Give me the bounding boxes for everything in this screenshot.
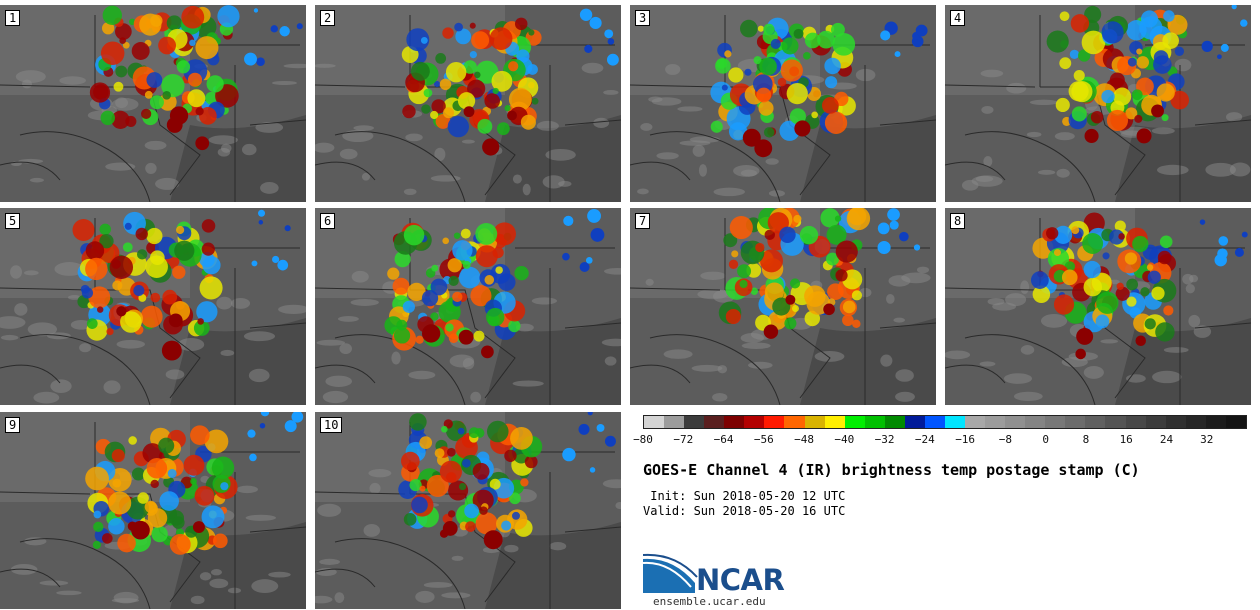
postage-stamp-panel: 8 <box>945 208 1251 405</box>
colorbar-swatch <box>944 416 965 428</box>
colorbar-swatch <box>904 416 925 428</box>
colorbar-swatch <box>1025 416 1046 428</box>
satellite-map <box>315 208 621 405</box>
colorbar-tick-label: −56 <box>753 433 774 446</box>
panel-number: 10 <box>320 417 343 433</box>
figure-title: GOES-E Channel 4 (IR) brightness temp po… <box>643 461 1140 479</box>
logo-url: ensemble.ucar.edu <box>653 595 766 608</box>
colorbar-swatch <box>844 416 865 428</box>
colorbar-tick-label: −24 <box>914 433 935 446</box>
postage-stamp-panel: 5 <box>0 208 306 405</box>
satellite-map <box>630 5 936 202</box>
satellite-map <box>315 412 621 609</box>
panel-number: 1 <box>5 10 21 26</box>
postage-stamp-panel: 2 <box>315 5 621 202</box>
colorbar-tick-label: −40 <box>834 433 855 446</box>
panel-number: 7 <box>635 213 651 229</box>
colorbar-tick-label: 32 <box>1200 433 1214 446</box>
colorbar-swatch <box>1085 416 1106 428</box>
colorbar-tick-label: −32 <box>874 433 895 446</box>
colorbar-swatch <box>724 416 745 428</box>
colorbar-swatch <box>965 416 986 428</box>
colorbar <box>643 415 1247 429</box>
colorbar-swatch <box>1005 416 1026 428</box>
ncar-logo-icon <box>643 553 698 593</box>
colorbar-swatch <box>784 416 805 428</box>
satellite-map <box>0 208 306 405</box>
colorbar-swatch <box>1165 416 1186 428</box>
valid-time: Valid: Sun 2018-05-20 16 UTC <box>643 504 846 518</box>
logo-text: NCAR <box>696 563 785 597</box>
satellite-map <box>0 5 306 202</box>
colorbar-swatch <box>924 416 945 428</box>
colorbar-swatch <box>664 416 685 428</box>
colorbar-swatch <box>1145 416 1166 428</box>
colorbar-swatch <box>1105 416 1126 428</box>
postage-stamp-panel: 3 <box>630 5 936 202</box>
colorbar-ticks: −80 −72 −64 −56 −48 −40 −32 −24 −16 −8 0 8 16 24 32 <box>633 432 1247 448</box>
colorbar-tick-label: −64 <box>713 433 734 446</box>
panel-number: 9 <box>5 417 21 433</box>
colorbar-tick-label: 16 <box>1119 433 1133 446</box>
panel-number: 8 <box>950 213 966 229</box>
postage-stamp-panel: 1 <box>0 5 306 202</box>
postage-stamp-panel: 10 <box>315 412 621 609</box>
colorbar-swatch <box>884 416 905 428</box>
colorbar-swatch <box>1065 416 1086 428</box>
postage-stamp-panel: 7 <box>630 208 936 405</box>
panel-number: 4 <box>950 10 966 26</box>
colorbar-swatch <box>804 416 825 428</box>
colorbar-tick-label: −48 <box>794 433 814 446</box>
satellite-map <box>0 412 306 609</box>
panel-number: 2 <box>320 10 336 26</box>
colorbar-swatch <box>824 416 845 428</box>
colorbar-tick-label: −72 <box>673 433 694 446</box>
satellite-map <box>630 208 936 405</box>
colorbar-swatch <box>744 416 765 428</box>
init-time: Init: Sun 2018-05-20 12 UTC <box>643 489 846 503</box>
colorbar-swatch <box>864 416 885 428</box>
colorbar-swatch <box>684 416 705 428</box>
colorbar-tick-label: −16 <box>955 433 976 446</box>
colorbar-swatch <box>1045 416 1066 428</box>
colorbar-swatch <box>1225 416 1246 428</box>
colorbar-tick-label: 0 <box>1042 433 1049 446</box>
colorbar-tick-label: 8 <box>1082 433 1090 446</box>
panel-number: 3 <box>635 10 651 26</box>
satellite-map <box>945 208 1251 405</box>
postage-stamp-panel: 9 <box>0 412 306 609</box>
colorbar-swatch <box>985 416 1006 428</box>
colorbar-tick-label: −8 <box>998 433 1013 446</box>
colorbar-tick-label: −80 <box>633 433 653 446</box>
colorbar-swatch <box>644 416 665 428</box>
colorbar-swatch <box>1125 416 1146 428</box>
postage-stamp-panel: 4 <box>945 5 1251 202</box>
colorbar-swatch <box>764 416 785 428</box>
postage-stamp-panel: 6 <box>315 208 621 405</box>
panel-number: 6 <box>320 213 336 229</box>
colorbar-tick-label: 24 <box>1159 433 1174 446</box>
colorbar-swatch <box>1205 416 1226 428</box>
panel-number: 5 <box>5 213 21 229</box>
colorbar-swatch <box>704 416 725 428</box>
satellite-map <box>945 5 1251 202</box>
satellite-map <box>315 5 621 202</box>
colorbar-swatch <box>1185 416 1206 428</box>
